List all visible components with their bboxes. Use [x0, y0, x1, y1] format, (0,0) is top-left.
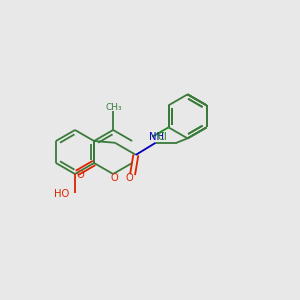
Text: Cl: Cl: [157, 132, 167, 142]
Text: O: O: [126, 173, 134, 183]
Text: O: O: [110, 173, 118, 183]
Text: NH: NH: [149, 132, 164, 142]
Text: CH₃: CH₃: [106, 103, 122, 112]
Text: O: O: [76, 170, 84, 180]
Text: HO: HO: [54, 189, 69, 199]
